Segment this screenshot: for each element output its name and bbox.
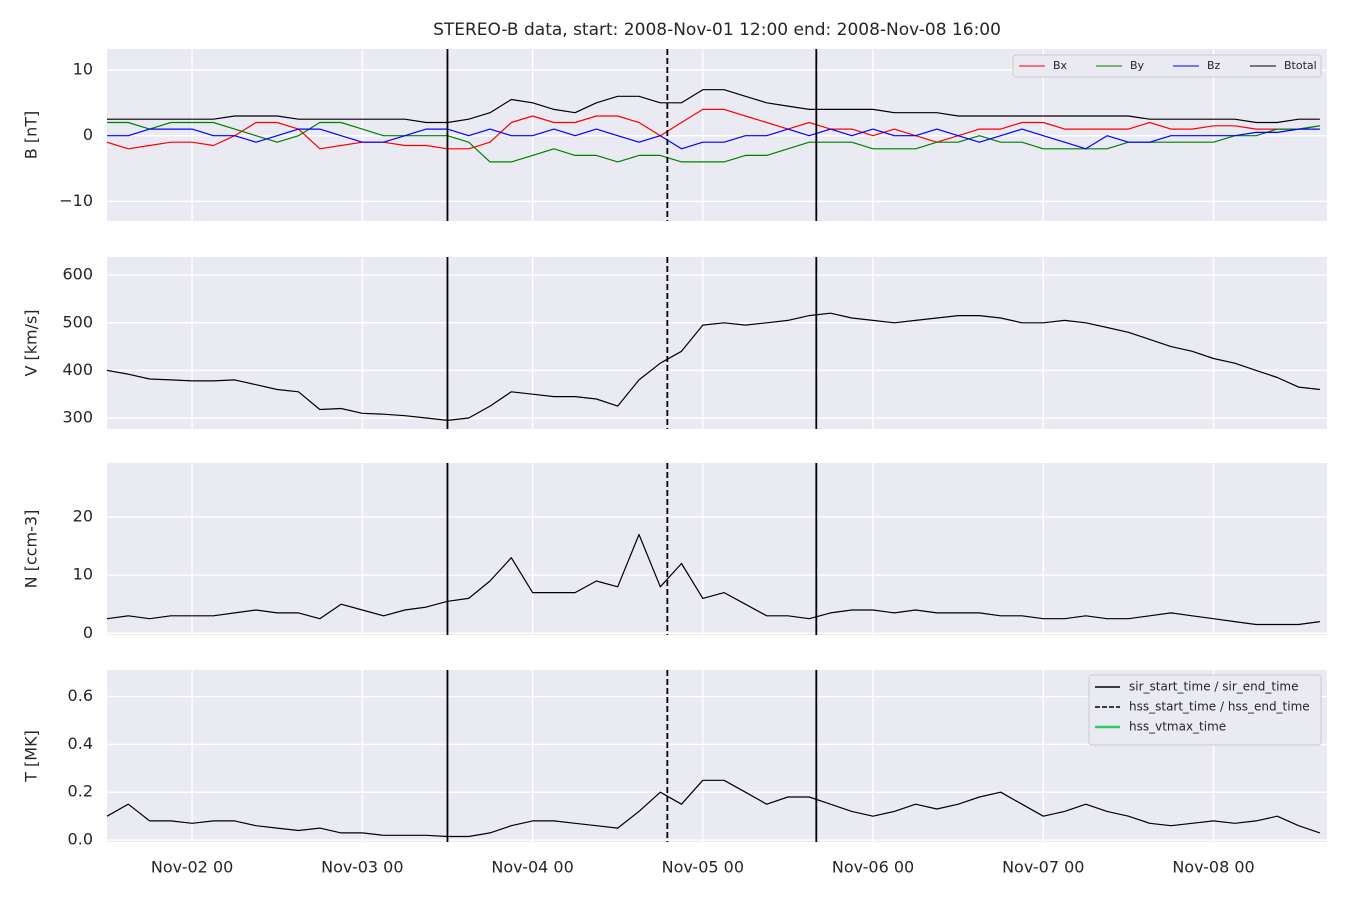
y-axis-label: B [nT] [22,111,41,159]
y-axis-label: N [ccm-3] [22,510,41,589]
y-axis-label: T [MK] [22,730,41,783]
x-tick-label: Nov-03 00 [321,858,403,877]
y-tick-label: −10 [59,191,93,210]
y-tick-label: 20 [73,507,93,526]
legend-label: Bx [1053,59,1068,72]
legend-label: hss_vtmax_time [1129,720,1226,734]
plot-area [107,257,1320,429]
y-tick-label: 10 [73,565,93,584]
legend-box [1088,674,1322,746]
plot-area [107,670,1321,842]
plot-background [107,463,1327,635]
y-tick-label: 500 [62,312,93,331]
data-line [107,108,1320,150]
figure-title: STEREO-B data, start: 2008-Nov-01 12:00 … [433,20,1001,40]
legend-label: hss_start_time / hss_end_time [1129,700,1310,714]
legend-label: Btotal [1284,59,1317,72]
legend-label: By [1130,59,1145,72]
x-tick-label: Nov-06 00 [832,858,914,877]
y-tick-label: 10 [73,60,93,79]
legend-box [1012,54,1322,78]
x-tick-label: Nov-05 00 [662,858,744,877]
x-tick-label: Nov-02 00 [151,858,233,877]
data-line [107,312,1320,421]
legend-label: Bz [1207,59,1221,72]
data-line [107,533,1320,626]
y-tick-label: 0 [83,623,93,642]
y-tick-label: 600 [62,265,93,284]
plot-area [107,463,1320,635]
x-tick-label: Nov-07 00 [1002,858,1084,877]
legend-label: sir_start_time / sir_end_time [1129,680,1299,694]
y-tick-label: 0.4 [68,734,93,753]
data-line [107,89,1320,124]
data-line [107,128,1320,150]
y-axis-label: V [km/s] [22,309,41,376]
y-tick-label: 0.2 [68,782,93,801]
plot-area [107,49,1320,221]
data-line [107,779,1321,838]
y-tick-label: 0.6 [68,686,93,705]
x-tick-label: Nov-04 00 [491,858,573,877]
x-tick-label: Nov-08 00 [1172,858,1254,877]
y-tick-label: 400 [62,360,93,379]
y-tick-label: 0.0 [68,830,93,849]
plot-background [107,257,1327,429]
y-tick-label: 0 [83,125,93,144]
y-tick-label: 300 [62,408,93,427]
